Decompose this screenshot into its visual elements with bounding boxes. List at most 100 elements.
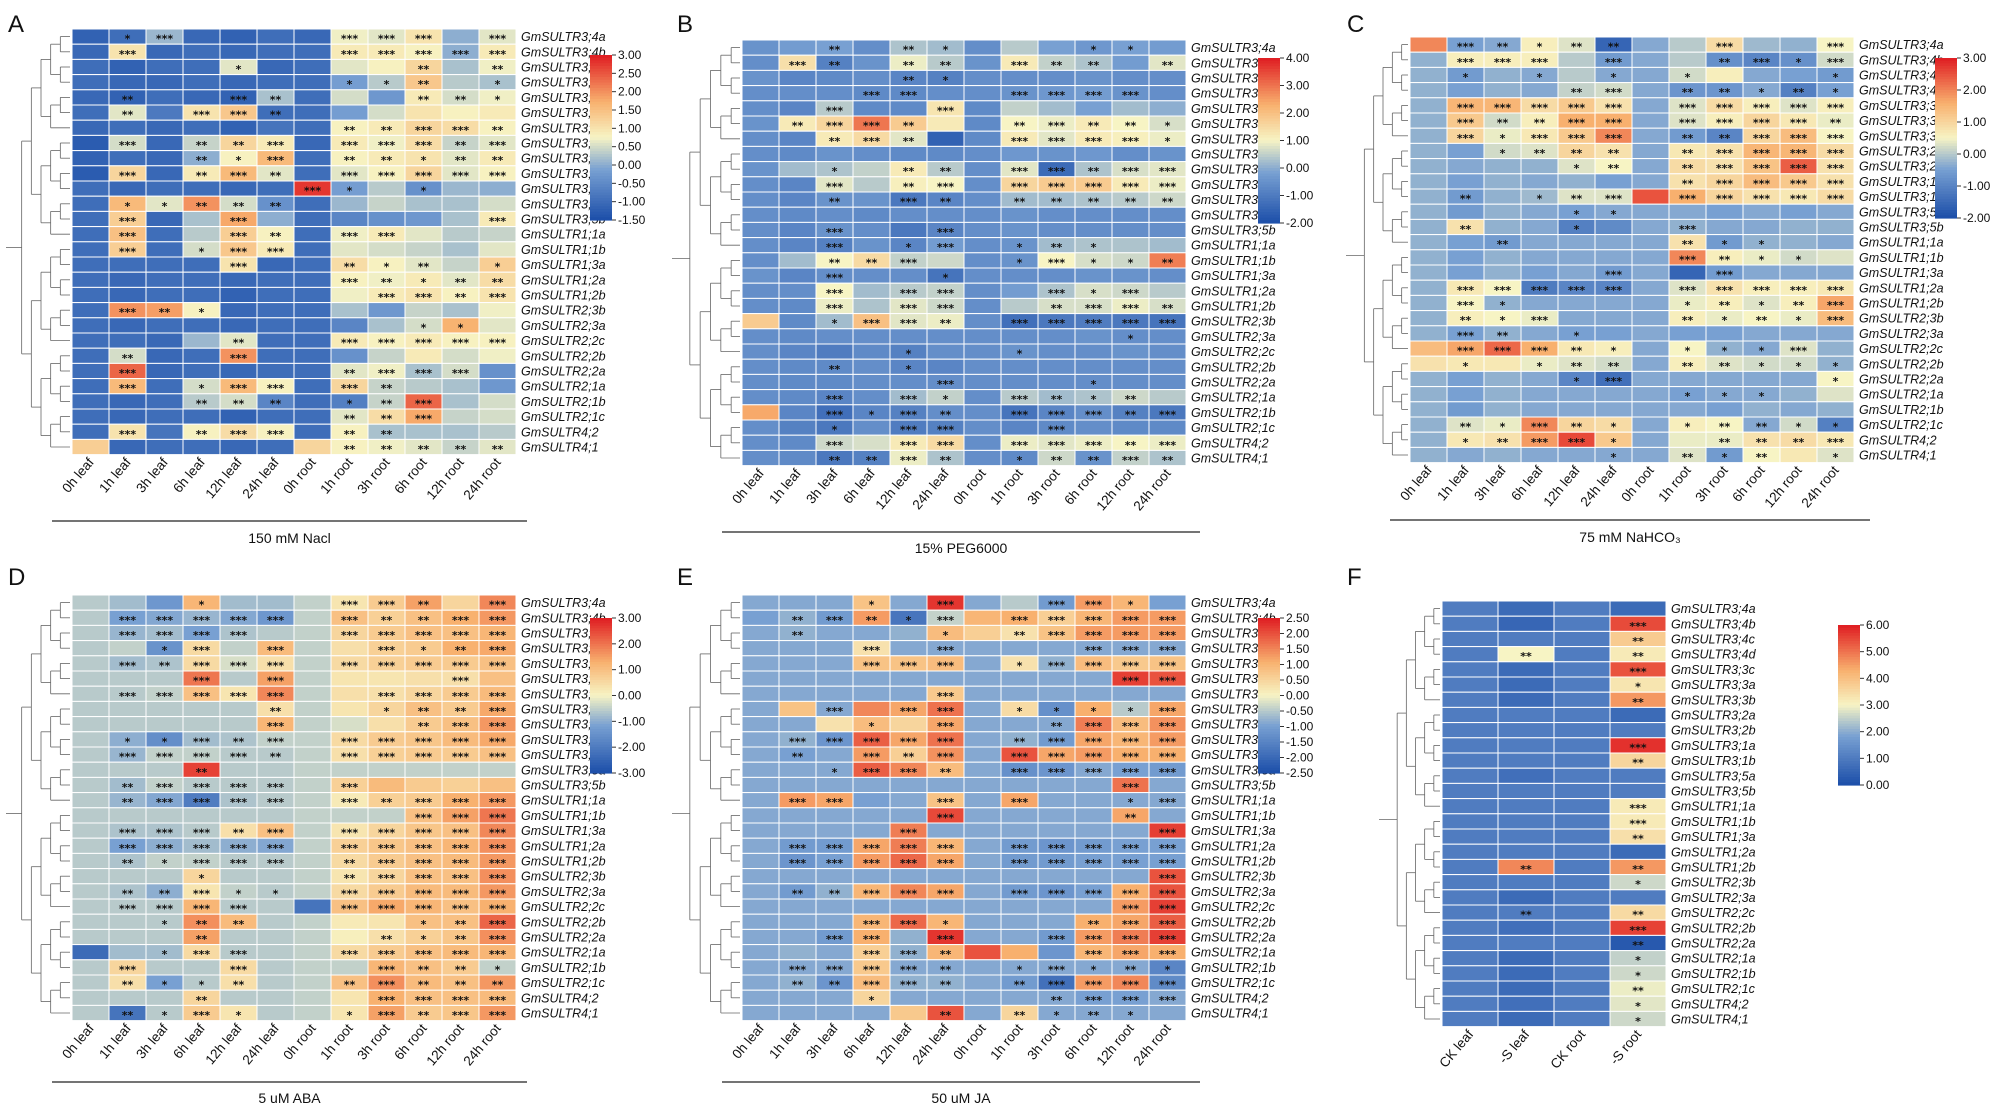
significance-marker: ** — [196, 766, 208, 779]
color-bar: 3.002.001.000.00-1.00-2.00 — [1935, 51, 1991, 225]
heatmap-cell — [1111, 221, 1150, 239]
column-label: 24h root — [1130, 466, 1173, 514]
heatmap-cell — [1497, 782, 1555, 800]
column-label: 1h leaf — [96, 1021, 134, 1062]
panel-label: A — [8, 11, 24, 38]
heatmap-cell — [1553, 646, 1611, 663]
significance-marker: ** — [1682, 162, 1694, 175]
heatmap-cell — [741, 419, 780, 436]
heatmap-cell — [741, 807, 780, 824]
heatmap-cell — [330, 685, 369, 702]
gene-label: GmSULTR4;1 — [1671, 1013, 1749, 1027]
heatmap-cell — [1409, 264, 1448, 281]
gene-label: GmSULTR1;1b — [521, 243, 606, 257]
color-bar-tick: 4.00 — [1286, 51, 1310, 65]
significance-marker: *** — [1011, 439, 1029, 452]
significance-marker: * — [1611, 345, 1617, 358]
significance-marker: ** — [903, 165, 915, 178]
heatmap-cell — [293, 378, 332, 395]
significance-marker: ** — [270, 397, 282, 410]
heatmap-cell — [108, 317, 147, 334]
significance-marker: * — [1833, 451, 1839, 464]
heatmap-cell — [1497, 889, 1555, 906]
column-label: 12h root — [423, 455, 466, 503]
heatmap-cell — [741, 928, 780, 946]
significance-marker: *** — [452, 48, 470, 61]
heatmap-cell — [293, 731, 332, 748]
color-bar-tick: 1.00 — [618, 663, 642, 677]
significance-marker: ** — [1632, 696, 1644, 709]
gene-label: GmSULTR2;3b — [521, 304, 606, 318]
column-label: 6h leaf — [170, 1021, 208, 1062]
significance-marker: *** — [489, 827, 507, 840]
significance-marker: * — [1796, 253, 1802, 266]
heatmap-cell — [1446, 158, 1485, 175]
heatmap-cell — [963, 928, 1002, 946]
heatmap-cell — [219, 28, 258, 45]
significance-marker: *** — [1605, 284, 1623, 297]
heatmap-cell — [256, 974, 295, 991]
significance-marker: ** — [455, 979, 467, 992]
significance-marker: *** — [378, 33, 396, 46]
significance-marker: * — [236, 1009, 242, 1022]
heatmap-cell — [1000, 282, 1039, 299]
heatmap-cell — [889, 868, 928, 885]
heatmap-cell — [963, 328, 1002, 345]
heatmap-cell — [1553, 843, 1611, 860]
column-label: 0h leaf — [59, 455, 97, 496]
significance-marker: ** — [455, 154, 467, 167]
significance-marker: * — [943, 272, 949, 285]
heatmap-cell — [108, 761, 147, 778]
significance-marker: *** — [489, 994, 507, 1007]
significance-marker: *** — [900, 256, 918, 269]
gene-label: GmSULTR3;5b — [1671, 785, 1756, 799]
heatmap-cell — [1557, 294, 1596, 312]
significance-marker: *** — [193, 887, 211, 900]
significance-marker: *** — [1048, 287, 1066, 300]
gene-label: GmSULTR3;3c — [521, 91, 606, 105]
heatmap-cell — [108, 594, 147, 611]
heatmap-cell — [256, 28, 295, 45]
heatmap-cell — [1148, 282, 1187, 299]
significance-marker: *** — [452, 842, 470, 855]
significance-marker: ** — [455, 139, 467, 152]
heatmap-cell — [71, 959, 110, 976]
heatmap-cell — [778, 670, 817, 687]
significance-marker: ** — [1756, 436, 1768, 449]
heatmap-cell — [182, 58, 221, 76]
heatmap-cell — [293, 685, 332, 702]
significance-marker: *** — [1159, 751, 1177, 764]
significance-marker: *** — [1048, 979, 1066, 992]
heatmap-cell — [741, 130, 780, 147]
heatmap-cells: ****************************************… — [741, 594, 1187, 1022]
heatmap-cell — [1816, 218, 1855, 236]
heatmap-cell — [441, 210, 480, 228]
heatmap-cell — [108, 271, 147, 288]
significance-marker: *** — [415, 827, 433, 840]
significance-marker: ** — [1460, 421, 1472, 434]
heatmap-cell — [330, 640, 369, 657]
heatmap-cell — [1111, 868, 1150, 885]
heatmap-cell — [963, 731, 1002, 748]
heatmap-cell — [963, 373, 1002, 391]
significance-marker: * — [162, 918, 168, 931]
heatmap-cell — [256, 271, 295, 288]
significance-marker: *** — [1011, 766, 1029, 779]
heatmap-cells: ****************************************… — [741, 39, 1187, 467]
heatmap-cell — [256, 868, 295, 885]
heatmap-cell — [71, 792, 110, 809]
significance-marker: ** — [381, 933, 393, 946]
heatmap-cell — [1553, 615, 1611, 632]
significance-marker: * — [1574, 162, 1580, 175]
heatmap-cell — [1631, 264, 1670, 281]
heatmap-cell — [778, 716, 817, 733]
heatmap-cell — [293, 761, 332, 778]
gene-label: GmSULTR1;1a — [1191, 239, 1276, 253]
significance-marker: *** — [1716, 269, 1734, 282]
heatmap-cell — [293, 58, 332, 76]
significance-marker: *** — [900, 302, 918, 315]
heatmap-cell — [219, 761, 258, 778]
significance-marker: *** — [452, 811, 470, 824]
heatmap-cell — [963, 792, 1002, 809]
